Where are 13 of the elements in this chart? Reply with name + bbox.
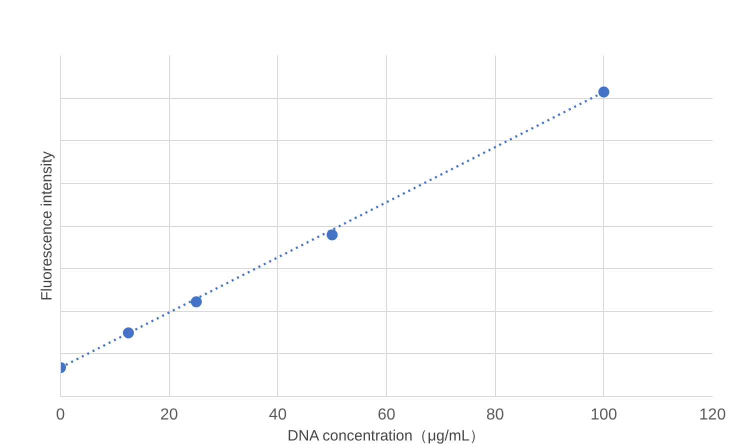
x-tick-label: 20	[160, 406, 178, 424]
x-tick-label: 80	[486, 406, 504, 424]
y-axis-title: Fluorescence intensity	[38, 150, 56, 301]
point	[190, 296, 202, 308]
x-tick-label: 100	[590, 406, 618, 424]
x-tick-label: 120	[699, 406, 726, 424]
x-tick-label: 40	[268, 406, 287, 424]
x-tick-label: 60	[378, 406, 396, 424]
x-tick-label: 0	[56, 406, 66, 424]
point	[122, 327, 134, 338]
point	[326, 229, 338, 240]
x-axis-title: DNA concentration（μg/mL）	[288, 428, 485, 444]
point	[598, 86, 610, 98]
